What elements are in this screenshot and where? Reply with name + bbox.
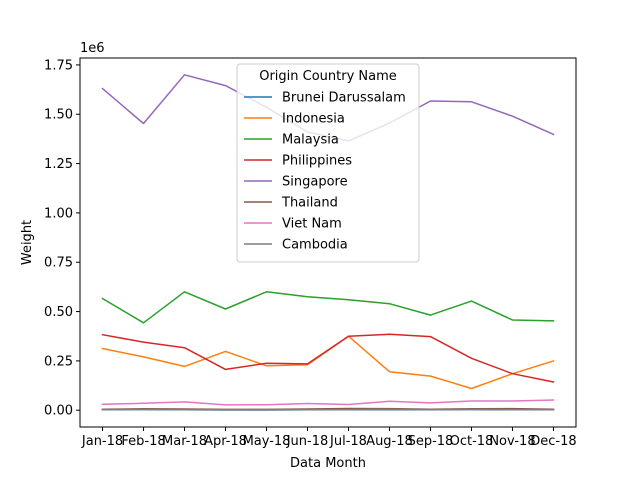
series-line-indonesia	[101, 335, 555, 390]
y-tick-label: 0.25	[44, 354, 73, 369]
x-tick-label: Apr-18	[204, 434, 247, 449]
axes-layer	[79, 57, 577, 428]
y-axis-offset-label: 1e6	[80, 41, 105, 56]
x-tick-label: Dec-18	[530, 434, 576, 449]
legend-label: Singapore	[282, 175, 348, 190]
series-line-philippines	[101, 333, 555, 383]
y-tick-label: 1.50	[44, 108, 73, 123]
series-line-malaysia	[101, 291, 555, 324]
x-tick-label: May-18	[243, 434, 291, 449]
x-tick-label: Sep-18	[408, 434, 454, 449]
x-tick-label: Jan-18	[81, 434, 123, 449]
legend-box	[236, 63, 420, 263]
y-axis-label: Weight	[20, 220, 35, 265]
legend-label: Malaysia	[282, 133, 339, 148]
x-tick-label: Nov-18	[489, 434, 535, 449]
x-tick-label: Aug-18	[366, 434, 413, 449]
x-tick-label: Feb-18	[121, 434, 165, 449]
legend-label: Indonesia	[282, 112, 345, 127]
y-axis-ticks: 0.00 0.25 0.50 0.75 1.00 1.25 1.50 1.75	[44, 58, 80, 419]
y-tick-label: 1.00	[44, 206, 73, 221]
legend-label: Brunei Darussalam	[282, 91, 406, 106]
y-tick-label: 1.25	[44, 157, 73, 172]
legend-label: Philippines	[282, 154, 352, 169]
legend-label: Viet Nam	[282, 217, 342, 232]
y-tick-label: 0.75	[44, 256, 73, 271]
x-tick-label: Jun-18	[286, 434, 329, 449]
legend-label: Cambodia	[282, 238, 348, 253]
x-tick-label: Jul-18	[329, 434, 367, 449]
y-tick-label: 0.50	[44, 305, 73, 320]
y-tick-label: 0.00	[44, 404, 73, 419]
x-axis-label: Data Month	[290, 456, 366, 471]
x-tick-label: Mar-18	[162, 434, 207, 449]
series-line-viet-nam	[101, 399, 555, 406]
legend-title: Origin Country Name	[259, 69, 397, 84]
legend-label: Thailand	[281, 196, 338, 211]
x-tick-label: Oct-18	[450, 434, 494, 449]
legend: Origin Country Name Brunei Darussalam Ind…	[236, 63, 420, 263]
y-tick-label: 1.75	[44, 58, 73, 73]
plot-frame	[79, 57, 577, 428]
